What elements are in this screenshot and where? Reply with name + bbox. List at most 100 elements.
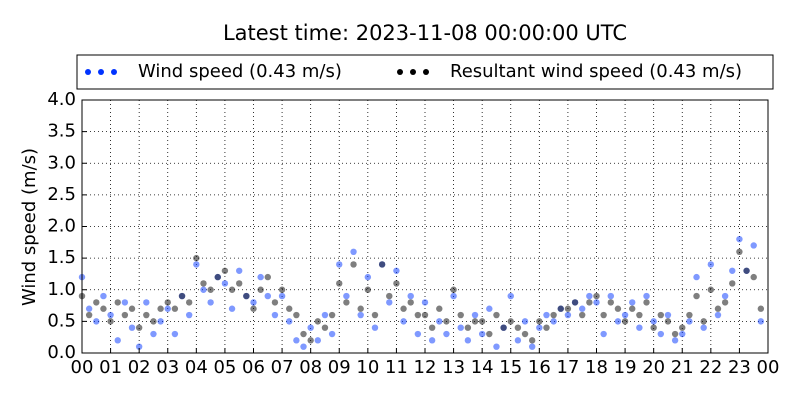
point [193,254,200,262]
point [686,311,693,319]
point [185,311,193,319]
point [271,299,279,306]
point [336,261,343,268]
point [564,305,572,312]
point [143,311,150,319]
point [543,324,550,331]
x-tick-label: 19 [614,357,637,378]
point [393,280,400,287]
legend-marker [98,69,104,75]
point [750,242,757,249]
point [450,292,457,300]
point [557,305,564,312]
point [93,299,100,306]
point [700,324,707,331]
point [143,299,150,306]
point [478,318,486,325]
point [714,311,722,319]
point [729,267,736,274]
point [386,292,393,300]
point [150,330,157,338]
point [128,324,136,331]
y-tick-label: 0.5 [47,310,76,331]
point [721,292,729,300]
point [393,267,400,274]
x-tick-label: 06 [242,357,265,378]
point [521,318,529,325]
point [714,305,722,312]
point [607,299,614,306]
point [514,324,522,331]
point [636,324,643,331]
x-tick-label: 18 [585,357,608,378]
point [278,286,286,293]
x-tick-label: 11 [385,357,408,378]
point [736,235,743,243]
point [486,305,493,312]
legend-marker [85,69,91,75]
y-tick-label: 2.5 [47,184,76,205]
point [121,311,129,319]
x-tick-label: 08 [299,357,322,378]
point [436,305,443,312]
point [464,324,472,331]
x-tick-label: 02 [128,357,151,378]
point [250,305,257,312]
point [679,324,686,331]
point [421,299,429,306]
point [636,311,643,319]
point [643,299,650,306]
point [614,305,622,312]
point [528,337,536,344]
point [107,318,114,325]
point [428,324,436,331]
point [343,299,350,306]
point [621,318,629,325]
point [421,311,429,319]
point [407,299,414,306]
point [471,311,479,319]
point [650,318,657,325]
point [514,337,522,344]
point [371,311,379,319]
point [757,318,765,325]
point [586,292,593,300]
point [300,330,307,338]
point [600,330,607,338]
point [264,292,271,300]
point [350,248,357,255]
point [157,305,164,312]
point [135,343,143,350]
point [671,337,679,344]
x-tick-label: 13 [442,357,465,378]
chart-title: Latest time: 2023-11-08 00:00:00 UTC [223,21,627,45]
point [414,330,422,338]
point [457,311,464,319]
point [507,318,514,325]
point [293,311,300,319]
point [164,305,171,312]
x-tick-label: 01 [99,357,122,378]
x-tick-label: 00 [757,357,780,378]
point [657,311,665,319]
point [757,305,765,312]
point [200,286,207,293]
point [657,330,665,338]
point [571,299,579,306]
legend-marker [410,69,416,75]
point [664,311,672,319]
point [679,330,686,338]
point [579,311,586,319]
point [328,330,336,338]
x-tick-label: 20 [642,357,665,378]
point [357,311,364,319]
point [200,280,207,287]
point [100,292,107,300]
point [693,292,700,300]
point [336,280,343,287]
point [286,305,293,312]
y-tick-label: 1.5 [47,247,76,268]
y-tick-label: 3.0 [47,152,76,173]
point [750,273,757,281]
point [293,337,300,344]
